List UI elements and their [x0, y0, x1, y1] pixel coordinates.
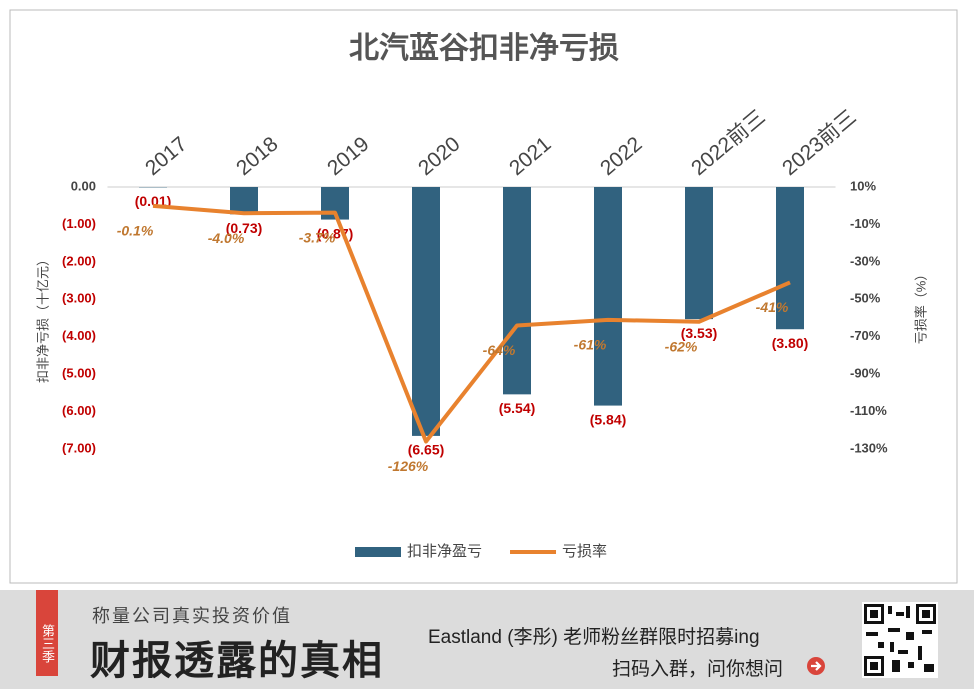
legend-label: 亏损率 — [562, 543, 607, 560]
y-tick-label: 0.00 — [71, 178, 96, 193]
y-tick-label: (6.00) — [62, 403, 96, 418]
line-value-label: -62% — [665, 338, 698, 354]
bar-value-label: (0.73) — [226, 220, 263, 236]
qr-code — [862, 602, 938, 678]
y2-tick-label: -70% — [850, 328, 881, 343]
arrow-icon — [807, 657, 825, 675]
line-value-label: -41% — [756, 299, 789, 315]
bar — [594, 187, 622, 406]
y-tick-label: (2.00) — [62, 253, 96, 268]
y-tick-label: (3.00) — [62, 291, 96, 306]
y-axis-label: 扣非净亏损（十亿元） — [35, 253, 50, 383]
line — [152, 203, 791, 444]
line-value-label: -0.1% — [117, 223, 154, 239]
bar — [230, 187, 258, 215]
bar — [685, 187, 713, 320]
legend-label: 扣非净盈亏 — [407, 543, 482, 560]
line-value-label: -126% — [388, 458, 429, 474]
chart-frame — [9, 9, 958, 584]
y-tick-label: (1.00) — [62, 216, 96, 231]
promo: Eastland (李彤) 老师粉丝群限时招募ing — [428, 627, 760, 648]
banner: 第三季 称量公司真实投资价值 财报透露的真相 Eastland (李彤) 老师粉… — [0, 590, 974, 689]
y-tick-label: (5.00) — [62, 366, 96, 381]
cta: 扫码入群，问你想问 — [612, 659, 784, 680]
bar — [776, 187, 804, 330]
y2-tick-label: -110% — [850, 403, 887, 418]
bar-value-label: (3.53) — [681, 325, 718, 341]
y2-tick-label: -30% — [850, 253, 881, 268]
bar-value-label: (6.65) — [408, 442, 445, 458]
y2-tick-label: -130% — [850, 440, 888, 455]
chart-title: 北汽蓝谷扣非净亏损 — [349, 31, 619, 65]
y2-tick-label: -50% — [850, 291, 881, 306]
bar — [412, 187, 440, 436]
y-tick-label: (4.00) — [62, 328, 96, 343]
legend-swatch — [355, 547, 401, 557]
y2-tick-label: 10% — [850, 178, 876, 193]
bar-value-label: (3.80) — [772, 335, 809, 351]
line-value-label: -64% — [483, 342, 516, 358]
y2-tick-label: -10% — [850, 216, 881, 231]
chart: 北汽蓝谷扣非净亏损 扣非净亏损（十亿元） 亏损率（%） 0.00 (1.00) (2… — [9, 9, 958, 584]
bar-value-label: (5.54) — [499, 400, 536, 416]
line-value-label: -61% — [574, 337, 607, 353]
line-value-label: -3.7% — [299, 229, 336, 245]
tagline: 称量公司真实投资价值 — [92, 606, 292, 626]
bar-value-label: (5.84) — [590, 411, 627, 427]
bar — [503, 187, 531, 395]
y2-axis-label: 亏损率（%） — [913, 268, 928, 345]
badge: 第三季 — [36, 590, 58, 676]
y-tick-label: (7.00) — [62, 440, 96, 455]
line-value-label: -4.0% — [208, 230, 245, 246]
y2-tick-label: -90% — [850, 366, 881, 381]
headline: 财报透露的真相 — [90, 639, 384, 683]
